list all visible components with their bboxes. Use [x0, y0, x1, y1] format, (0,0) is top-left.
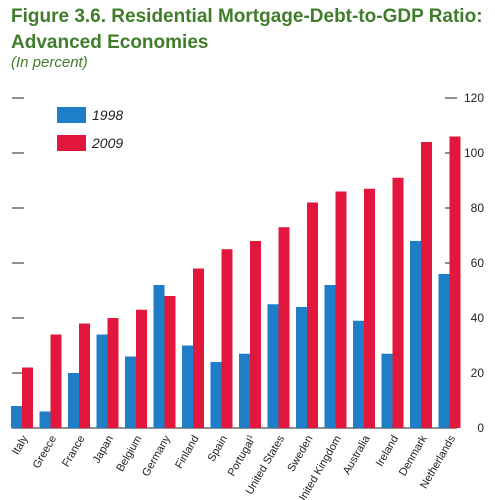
- bar-2009-france: [79, 323, 90, 428]
- category-label: Sweden: [285, 434, 315, 474]
- y-tick-label: 0: [477, 421, 484, 435]
- bar-2009-finland: [193, 268, 204, 428]
- legend-label-2009: 2009: [91, 135, 123, 151]
- category-label: Finland: [173, 434, 201, 471]
- bar-1998-greece: [39, 411, 51, 428]
- category-label: Greece: [31, 434, 59, 471]
- y-tick-label: 120: [464, 91, 484, 105]
- y-tick-label: 40: [471, 311, 485, 325]
- legend-label-1998: 1998: [92, 107, 123, 123]
- bar-1998-italy: [11, 406, 22, 428]
- chart-bars: [11, 136, 461, 428]
- y-tick-label: 20: [471, 366, 485, 380]
- bar-1998-australia: [353, 320, 364, 428]
- bar-1998-ireland: [381, 353, 393, 428]
- bar-2009-united-states: [278, 227, 290, 428]
- bar-1998-united-kingdom: [324, 285, 336, 428]
- category-label: Australia: [341, 433, 373, 477]
- bar-1998-united-states: [267, 304, 279, 428]
- legend-swatch-1998: [57, 107, 86, 123]
- bar-2009-greece: [50, 334, 62, 428]
- category-label: Ireland: [374, 434, 401, 469]
- bar-1998-japan: [96, 334, 108, 428]
- bar-1998-belgium: [125, 356, 136, 428]
- bar-2009-portugal: [250, 241, 261, 428]
- category-label: Japan: [91, 434, 116, 466]
- chart-subtitle: (In percent): [11, 54, 88, 71]
- category-label: Belgium: [114, 434, 144, 474]
- bar-2009-sweden: [307, 202, 318, 428]
- y-tick-label: 100: [464, 146, 484, 160]
- bar-2009-netherlands: [449, 136, 461, 428]
- bar-2009-australia: [364, 188, 375, 428]
- y-tick-label: 80: [471, 201, 485, 215]
- chart-legend: 1998 2009: [57, 107, 123, 151]
- bar-1998-finland: [182, 345, 193, 428]
- bar-2009-japan: [107, 318, 119, 428]
- bar-2009-italy: [22, 367, 33, 428]
- bar-2009-ireland: [392, 177, 404, 428]
- category-label: Italy: [10, 433, 31, 457]
- bar-2009-spain: [221, 249, 233, 428]
- bar-1998-sweden: [296, 307, 307, 428]
- chart-title: Figure 3.6. Residential Mortgage-Debt-to…: [11, 6, 483, 53]
- bar-1998-portugal: [239, 353, 250, 428]
- bar-1998-germany: [153, 285, 165, 428]
- bar-2009-germany: [164, 296, 176, 428]
- category-label: Spain: [206, 434, 230, 464]
- bar-1998-netherlands: [438, 274, 450, 428]
- bar-1998-denmark: [410, 241, 421, 428]
- bar-2009-united-kingdom: [335, 191, 347, 428]
- bar-2009-belgium: [136, 309, 147, 428]
- bar-1998-france: [68, 373, 79, 428]
- category-label: Germany: [140, 433, 173, 479]
- bar-1998-spain: [210, 362, 222, 428]
- category-label: France: [60, 434, 88, 470]
- superscript: 1: [246, 433, 254, 440]
- y-tick-label: 60: [471, 256, 485, 270]
- legend-swatch-2009: [57, 135, 86, 151]
- bar-2009-denmark: [421, 142, 432, 428]
